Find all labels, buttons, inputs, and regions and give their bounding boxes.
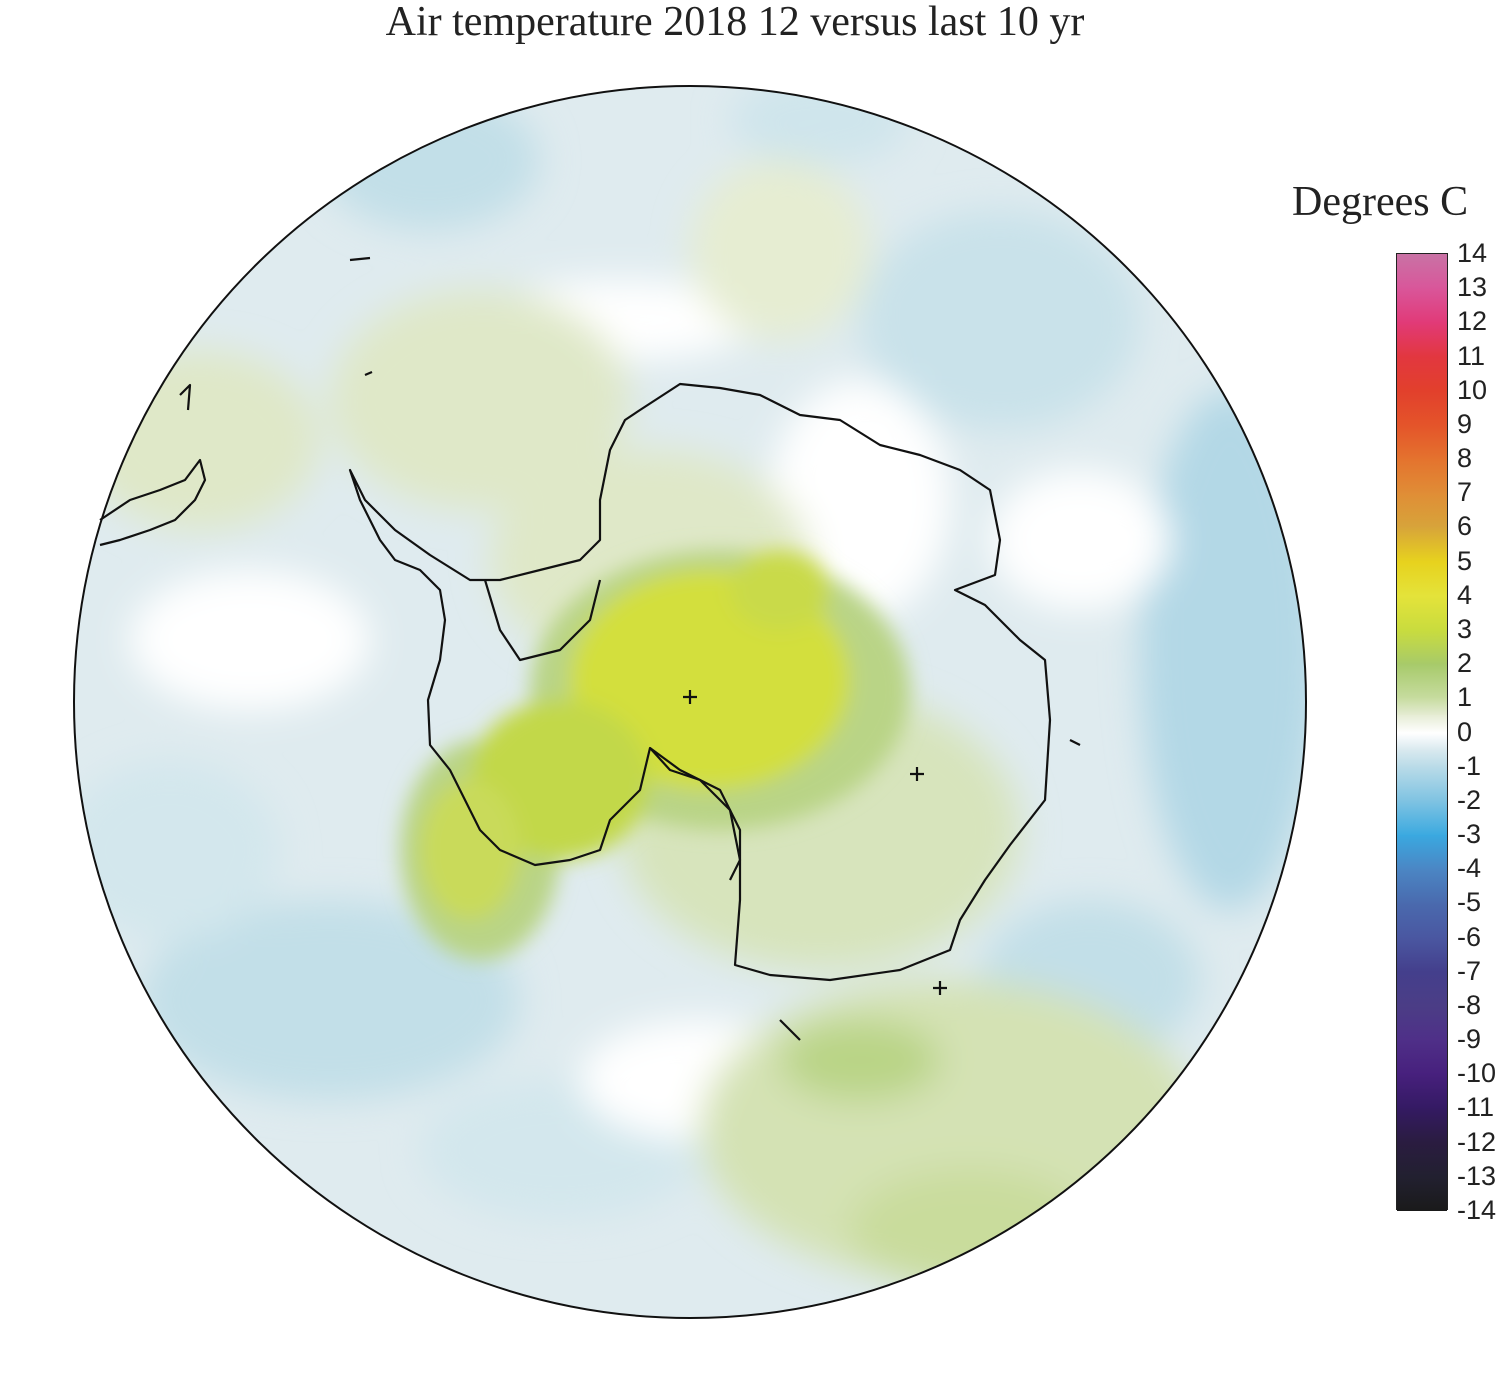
colorbar-tick-label: 11 [1457,340,1486,371]
colorbar-segment [1397,732,1447,751]
colorbar-tick-label: 14 [1457,238,1488,268]
colorbar-tick-label: 9 [1457,408,1473,439]
colorbar-segment [1397,322,1447,358]
colorbar-tick-label: 3 [1457,613,1473,644]
colorbar-tick-label: -2 [1457,784,1482,815]
colorbar-segment [1397,254,1447,289]
colorbar-tick-label: -11 [1457,1092,1495,1123]
colorbar-tick-label: 1 [1457,682,1473,713]
colorbar-tick-label: 7 [1457,477,1473,508]
map-outline [73,85,1307,1319]
colorbar-segment [1397,971,1447,1007]
colorbar-tick-label: -13 [1457,1160,1497,1191]
colorbar-segment [1397,1040,1447,1075]
colorbar-tick-label: 4 [1457,579,1473,610]
colorbar-segment [1397,698,1447,716]
colorbar-segment [1397,390,1447,426]
colorbar-segment [1397,1074,1447,1109]
colorbar-tick-label: -6 [1457,921,1482,952]
colorbar-segment [1397,664,1447,699]
colorbar [1396,253,1448,1212]
colorbar-tick-label: 2 [1457,648,1473,679]
colorbar-segment [1397,561,1447,597]
colorbar-tick-label: -7 [1457,955,1482,986]
plus-marker [933,981,947,995]
colorbar-segment [1397,424,1447,460]
colorbar-segment [1397,937,1447,973]
island [349,256,371,262]
colorbar-segment [1397,288,1447,323]
colorbar-segment [1397,1142,1447,1178]
weddell-ice-shelf-edge [483,579,602,662]
colorbar-segment [1397,1176,1447,1212]
antarctica-coastline [348,382,1052,982]
island [179,383,192,411]
colorbar-tick-label: 5 [1457,545,1473,576]
coastline [99,256,1081,1041]
south-america-tip [99,458,207,547]
map-title: Air temperature 2018 12 versus last 10 y… [385,0,1085,45]
plus-markers [683,690,947,995]
island [779,1019,801,1041]
colorbar-segment [1397,629,1447,665]
colorbar-segment [1397,766,1447,802]
colorbar-segment [1397,800,1447,836]
colorbar-segment [1397,527,1447,563]
island [364,370,373,377]
colorbar-tick-label: -10 [1457,1058,1497,1089]
colorbar-tick-label: 8 [1457,443,1473,474]
colorbar-tick-label: 10 [1457,374,1488,405]
colorbar-segment [1397,1005,1447,1041]
plus-marker [683,690,697,704]
colorbar-segment [1397,869,1447,904]
colorbar-tick-label: 12 [1457,306,1488,337]
colorbar-tick-label: 0 [1457,716,1473,747]
colorbar-tick-label: -3 [1457,819,1482,850]
colorbar-tick-label: 13 [1457,272,1488,303]
legend-title: Degrees C [1292,179,1469,225]
colorbar-tick-label: -14 [1457,1195,1497,1225]
colorbar-segment [1397,903,1447,939]
colorbar-tick-label: -12 [1457,1126,1497,1157]
plus-marker [910,767,924,781]
colorbar-segment [1397,715,1447,733]
colorbar-segment [1397,835,1447,870]
colorbar-tick-label: 6 [1457,511,1473,542]
colorbar-segment [1397,1108,1447,1144]
colorbar-segment [1397,459,1447,494]
colorbar-tick-label: -4 [1457,853,1482,884]
colorbar-segment [1397,356,1447,392]
colorbar-tick-label: -8 [1457,989,1482,1020]
colorbar-segment [1397,493,1447,528]
colorbar-tick-label: -1 [1457,750,1482,781]
colorbar-segment [1397,749,1447,768]
colorbar-tick-label: -5 [1457,887,1482,918]
colorbar-tick-label: -9 [1457,1024,1482,1055]
colorbar-segment [1397,595,1447,631]
ross-ice-shelf-edge [649,747,742,881]
island [1069,739,1081,746]
